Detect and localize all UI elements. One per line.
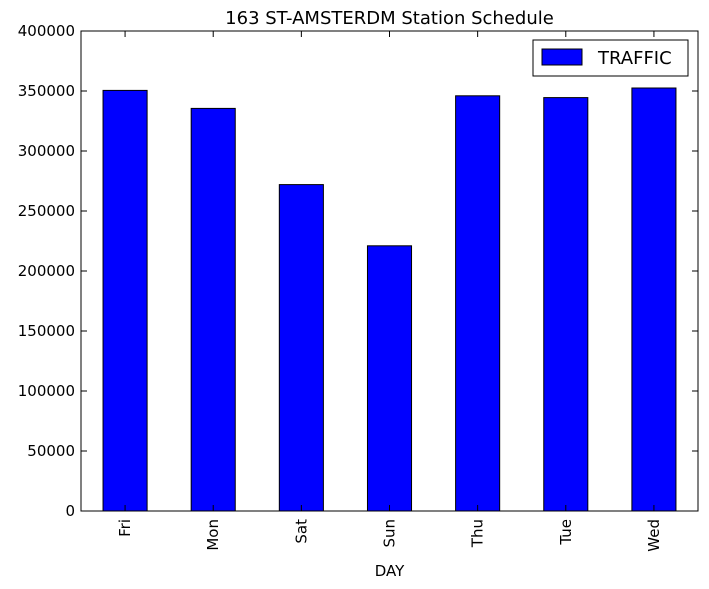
y-tick-label: 400000 [18,22,75,40]
y-tick-label: 200000 [18,262,75,280]
y-tick-label: 300000 [18,142,75,160]
bar-sun [366,245,413,512]
chart-title: 163 ST-AMSTERDM Station Schedule [225,8,554,29]
x-tick-label: Fri [116,519,134,537]
y-tick-label: 350000 [18,82,75,100]
y-axis: 0 50000 100000 150000 200000 250000 300000 3500… [18,22,698,520]
bars-group [102,87,677,512]
bar-wed [631,87,677,512]
legend-swatch [541,48,583,66]
bar-tue [543,97,589,512]
y-tick-label: 150000 [18,322,75,340]
x-tick-label: Sun [381,519,399,548]
y-tick-label: 250000 [18,202,75,220]
bar-fri [102,89,148,512]
x-tick-label: Tue [557,519,575,546]
y-tick-label: 0 [65,502,75,520]
plot-frame [80,30,699,512]
x-tick-label: Wed [645,519,663,552]
x-tick-label: Sat [292,519,310,544]
x-axis-label: DAY [375,562,405,580]
bar-thu [455,95,501,512]
x-axis: Fri Mon Sat Sun Thu Tue Wed [116,31,663,552]
legend-label: TRAFFIC [597,48,672,69]
bar-mon [190,107,236,512]
x-tick-label: Mon [204,519,222,551]
y-tick-label: 100000 [18,382,75,400]
x-tick-label: Thu [469,519,487,548]
bar-sat [278,184,324,512]
legend: TRAFFIC [532,39,689,77]
y-tick-label: 50000 [27,442,75,460]
